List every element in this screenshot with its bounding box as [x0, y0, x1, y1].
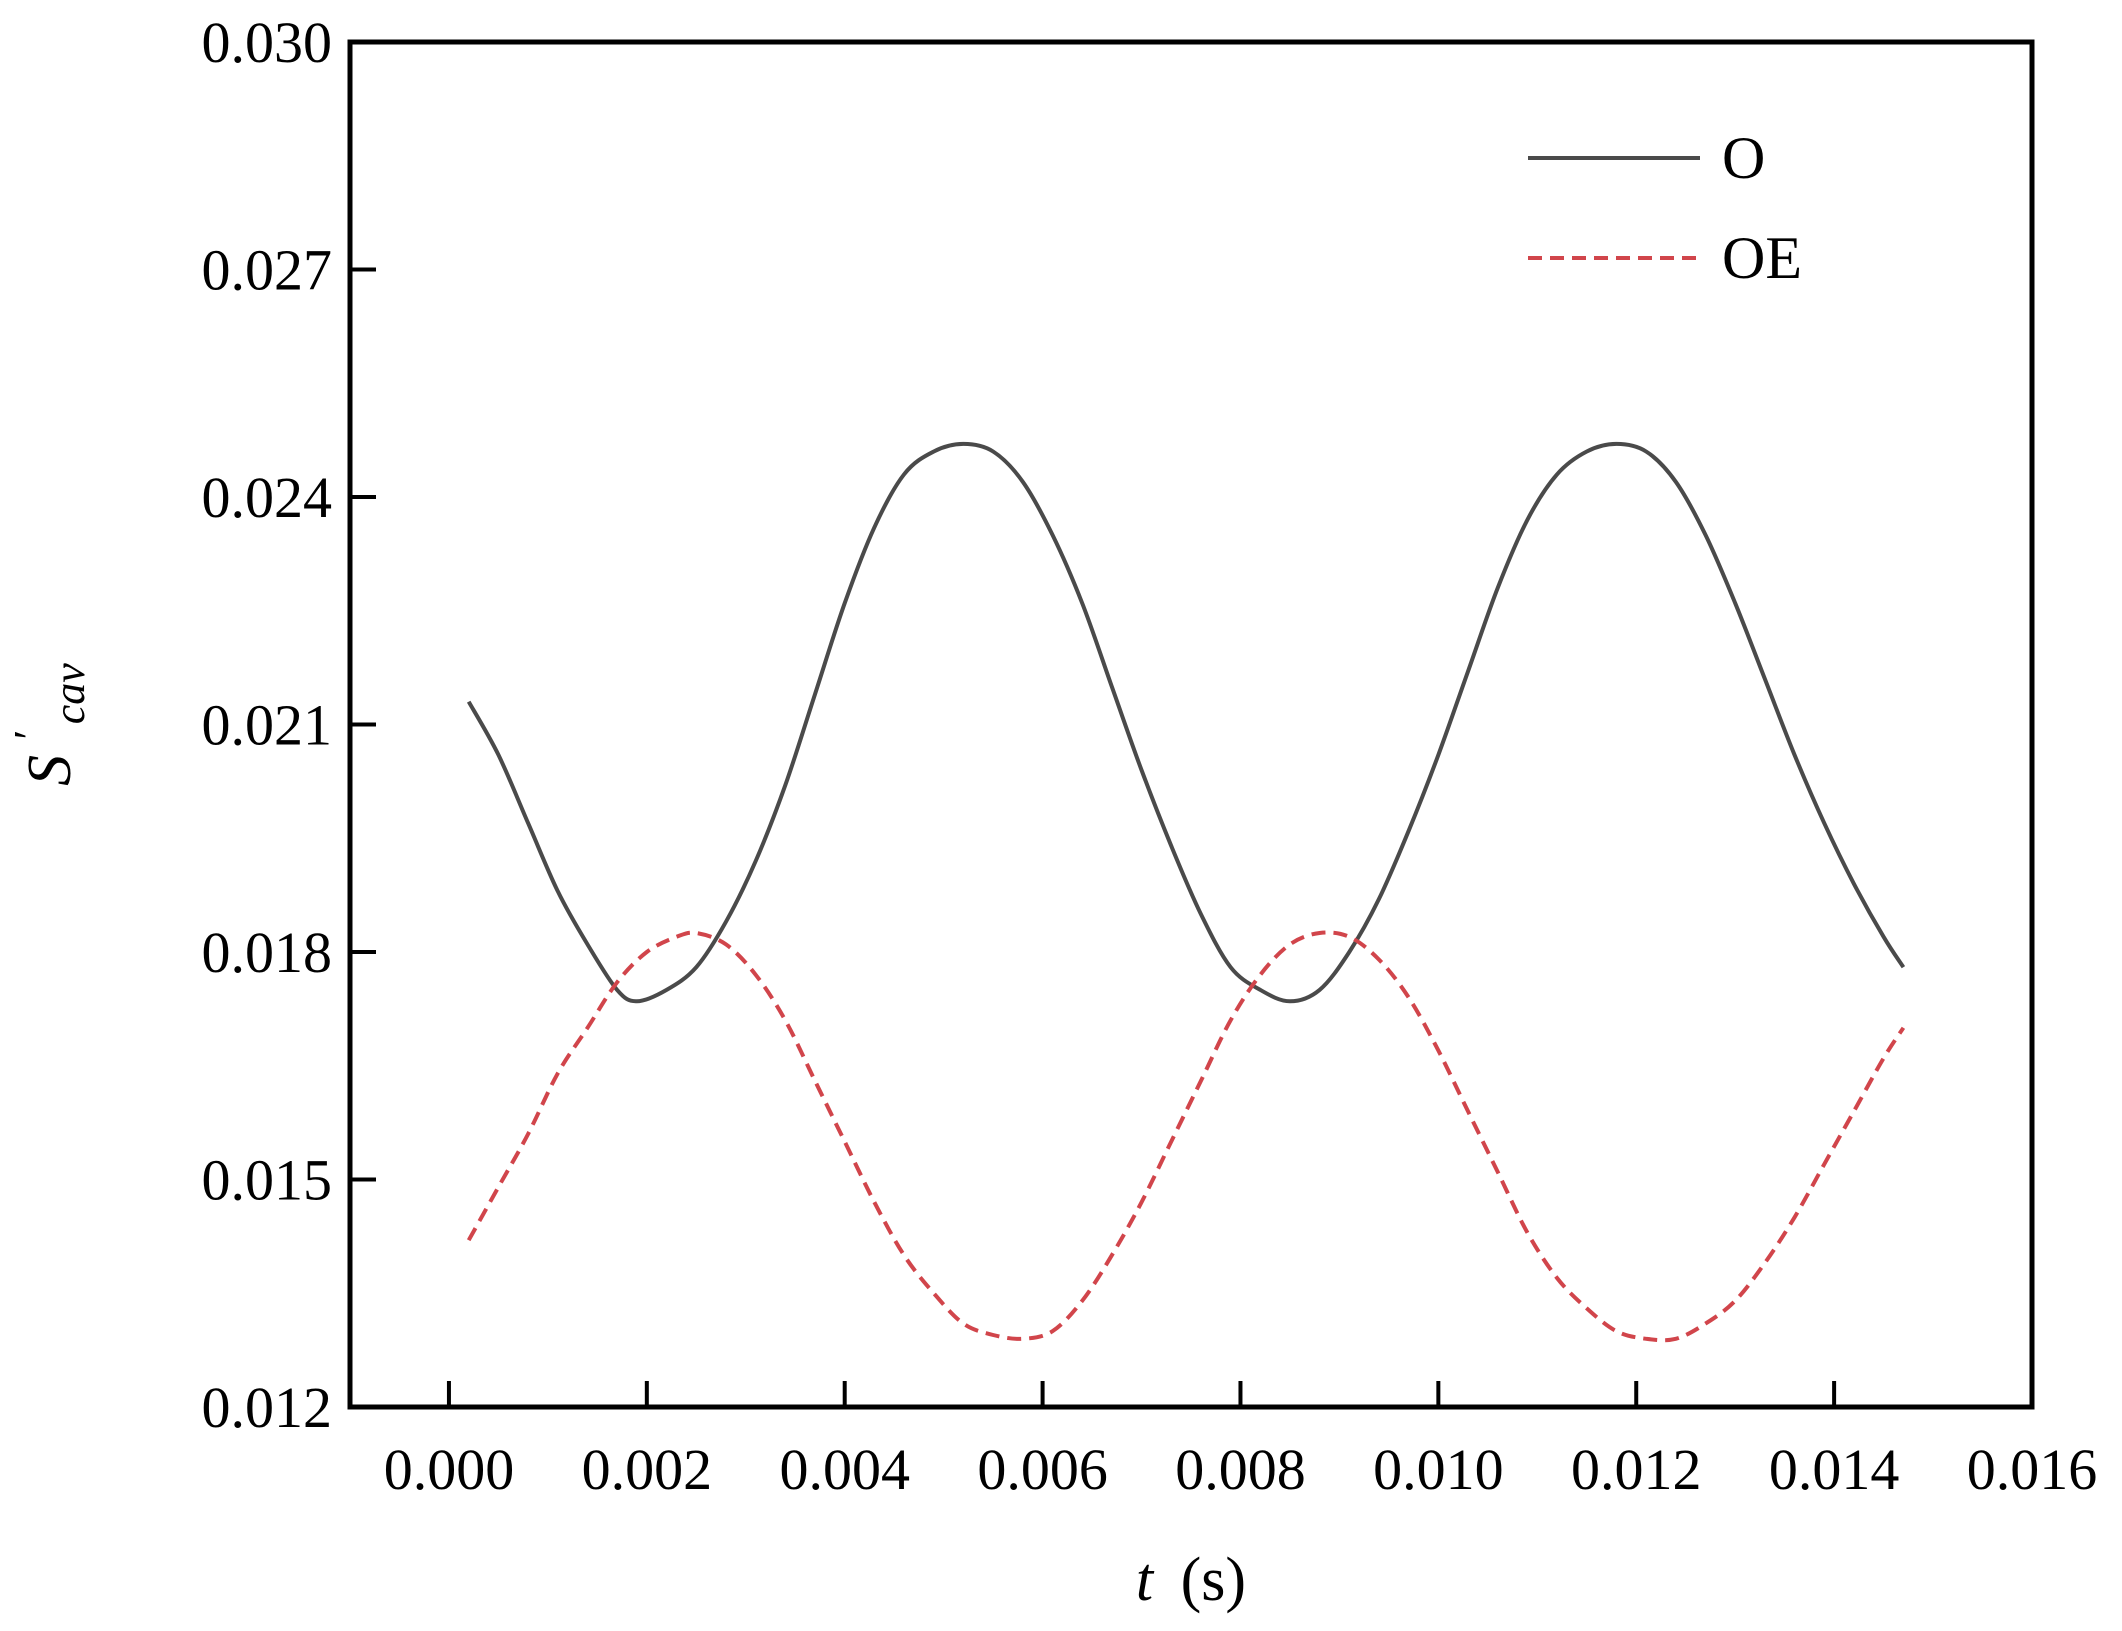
- x-tick-label: 0.004: [779, 1437, 910, 1502]
- x-tick-label: 0.014: [1769, 1437, 1900, 1502]
- legend: O OE: [1528, 125, 1802, 291]
- y-tick-label: 0.024: [202, 465, 333, 530]
- x-tick-label: 0.016: [1967, 1437, 2098, 1502]
- series-line-oe: [466, 930, 1906, 1343]
- y-axis-title-prime: ′: [5, 730, 54, 740]
- series-line-o: [466, 441, 1906, 1004]
- y-tick-label: 0.027: [202, 238, 333, 303]
- y-tick-label: 0.021: [202, 693, 333, 758]
- x-axis-title-unit: (s): [1181, 1546, 1246, 1614]
- y-axis-title-text: S ′ cav: [0, 663, 94, 786]
- legend-label-oe: OE: [1722, 225, 1802, 291]
- series-layer: [466, 441, 1906, 1343]
- y-tick-label: 0.015: [202, 1148, 333, 1213]
- x-tick-label: 0.008: [1175, 1437, 1306, 1502]
- x-tick-label: 0.000: [384, 1437, 515, 1502]
- x-tick-label: 0.002: [582, 1437, 713, 1502]
- x-axis-ticks: 0.000 0.002 0.004 0.006 0.008 0.010 0.012 0.014…: [384, 1381, 2098, 1502]
- x-tick-label: 0.006: [977, 1437, 1108, 1502]
- y-axis-title-sub: cav: [45, 663, 94, 725]
- legend-label-o: O: [1722, 125, 1765, 191]
- x-axis-title-var: t: [1136, 1546, 1155, 1614]
- y-tick-label: 0.012: [202, 1375, 333, 1440]
- x-tick-label: 0.010: [1373, 1437, 1504, 1502]
- y-tick-label: 0.018: [202, 920, 333, 985]
- x-axis-title: t (s): [1136, 1546, 1246, 1614]
- y-tick-label: 0.030: [202, 10, 333, 75]
- y-axis-title-var: S: [16, 755, 84, 786]
- x-tick-label: 0.012: [1571, 1437, 1702, 1502]
- y-axis-ticks: 0.012 0.015 0.018 0.021 0.024 0.027 0.030: [202, 10, 376, 1440]
- y-axis-title: S ′ cav: [0, 663, 94, 786]
